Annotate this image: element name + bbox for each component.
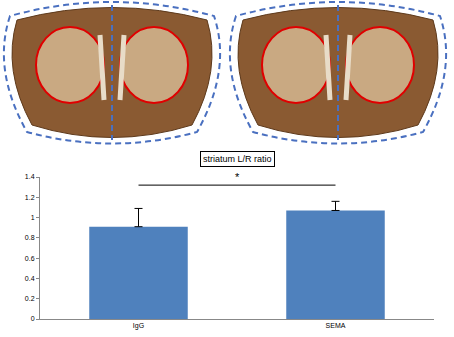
svg-text:0.4: 0.4: [25, 275, 35, 282]
svg-text:SEMA: SEMA: [326, 322, 346, 329]
svg-text:0.6: 0.6: [25, 255, 35, 262]
svg-text:1.4: 1.4: [25, 173, 35, 180]
svg-text:0: 0: [31, 315, 35, 322]
svg-text:IgG: IgG: [133, 322, 144, 330]
svg-text:striatum L/R ratio: striatum L/R ratio: [203, 154, 272, 164]
svg-text:0.2: 0.2: [25, 295, 35, 302]
svg-text:0.8: 0.8: [25, 234, 35, 241]
svg-text:1: 1: [31, 214, 35, 221]
svg-text:*: *: [235, 171, 240, 183]
svg-text:1.2: 1.2: [25, 194, 35, 201]
